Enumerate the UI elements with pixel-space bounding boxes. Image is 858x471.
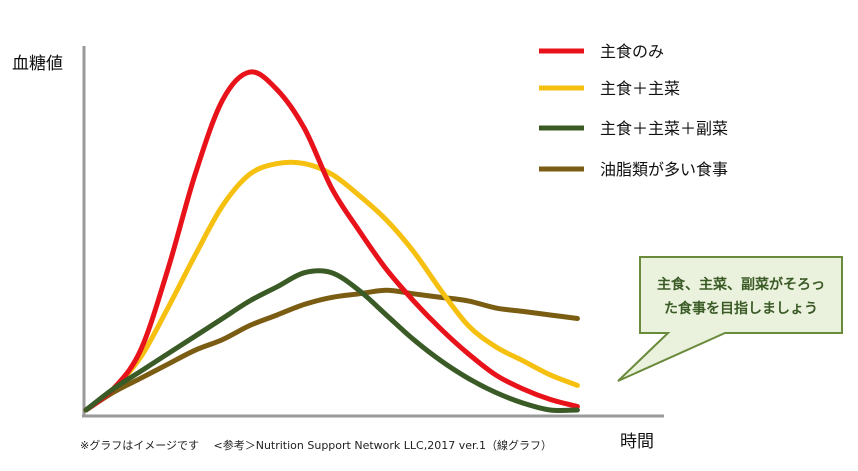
series-layer [83, 69, 580, 414]
callout-shape [617, 256, 843, 382]
series-line-3 [83, 268, 580, 414]
footnote: ※グラフはイメージです <参考＞Nutrition Support Networ… [80, 438, 552, 452]
legend-label-series-2: 主食＋主菜 [600, 79, 680, 98]
callout-text-line-1: 主食、主菜、副菜がそろっ [657, 276, 825, 293]
y-axis-label: 血糖値 [12, 54, 63, 74]
series-line-1 [83, 69, 580, 413]
legend-label-series-4: 油脂類が多い食事 [600, 160, 728, 179]
legend-label-series-1: 主食のみ [600, 42, 664, 61]
legend: 主食のみ 主食＋主菜 主食＋主菜＋副菜 油脂類が多い食事 [539, 42, 728, 179]
series-line-2 [83, 159, 580, 413]
legend-label-series-3: 主食＋主菜＋副菜 [600, 119, 728, 138]
callout-bubble: 主食、主菜、副菜がそろっ た食事を目指しましょう [617, 256, 843, 382]
x-axis-label: 時間 [620, 432, 654, 452]
series-line-4 [83, 287, 580, 413]
callout-text-line-2: た食事を目指しましょう [664, 300, 818, 317]
